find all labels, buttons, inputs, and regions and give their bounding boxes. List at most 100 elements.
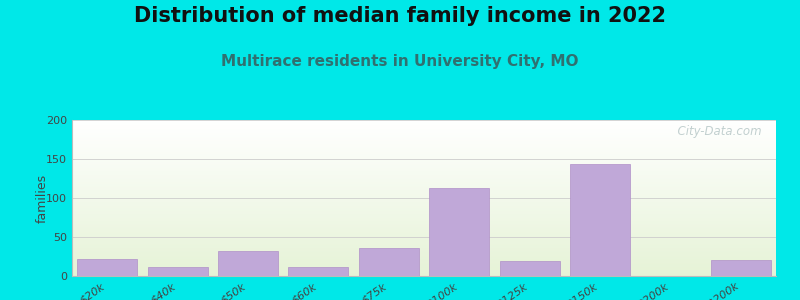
Bar bbox=[72, 148, 776, 149]
Bar bbox=[78, 259, 137, 276]
Bar bbox=[72, 267, 776, 268]
Bar bbox=[72, 238, 776, 239]
Bar bbox=[72, 122, 776, 123]
Bar bbox=[72, 152, 776, 153]
Bar bbox=[72, 146, 776, 147]
Bar bbox=[72, 126, 776, 127]
Bar bbox=[72, 127, 776, 128]
Bar bbox=[72, 213, 776, 214]
Bar bbox=[72, 214, 776, 215]
Bar bbox=[72, 248, 776, 249]
Bar bbox=[72, 210, 776, 211]
Bar bbox=[72, 175, 776, 176]
Bar bbox=[72, 144, 776, 145]
Bar bbox=[72, 160, 776, 161]
Bar bbox=[72, 274, 776, 275]
Bar bbox=[218, 251, 278, 276]
Bar bbox=[72, 228, 776, 229]
Bar bbox=[72, 250, 776, 251]
Bar bbox=[72, 204, 776, 205]
Bar bbox=[72, 240, 776, 241]
Bar bbox=[359, 248, 418, 276]
Bar bbox=[72, 255, 776, 256]
Bar bbox=[72, 226, 776, 227]
Bar bbox=[72, 224, 776, 225]
Bar bbox=[72, 187, 776, 188]
Bar bbox=[72, 136, 776, 137]
Bar bbox=[72, 233, 776, 234]
Bar bbox=[72, 171, 776, 172]
Bar bbox=[72, 196, 776, 197]
Bar bbox=[72, 198, 776, 199]
Bar bbox=[72, 236, 776, 237]
Bar bbox=[72, 177, 776, 178]
Bar bbox=[72, 189, 776, 190]
Bar bbox=[72, 239, 776, 240]
Bar bbox=[72, 266, 776, 267]
Bar bbox=[72, 141, 776, 142]
Bar bbox=[72, 215, 776, 216]
Bar bbox=[72, 207, 776, 208]
Bar bbox=[72, 218, 776, 219]
Bar bbox=[72, 153, 776, 154]
Bar bbox=[72, 181, 776, 182]
Bar bbox=[72, 190, 776, 191]
Bar bbox=[72, 128, 776, 129]
Bar bbox=[72, 194, 776, 195]
Bar bbox=[72, 219, 776, 220]
Bar bbox=[72, 234, 776, 235]
Bar bbox=[711, 260, 770, 276]
Bar bbox=[72, 265, 776, 266]
Bar bbox=[500, 261, 559, 276]
Bar bbox=[72, 258, 776, 259]
Bar bbox=[289, 267, 348, 276]
Bar bbox=[72, 225, 776, 226]
Bar bbox=[72, 232, 776, 233]
Bar bbox=[72, 260, 776, 261]
Bar bbox=[72, 259, 776, 260]
Bar bbox=[72, 158, 776, 159]
Bar bbox=[72, 151, 776, 152]
Bar bbox=[72, 211, 776, 212]
Bar bbox=[72, 222, 776, 223]
Bar bbox=[72, 165, 776, 166]
Bar bbox=[72, 164, 776, 165]
Bar bbox=[148, 267, 207, 276]
Bar bbox=[72, 273, 776, 274]
Bar bbox=[72, 162, 776, 163]
Bar bbox=[72, 150, 776, 151]
Bar bbox=[72, 263, 776, 264]
Bar bbox=[72, 261, 776, 262]
Bar bbox=[72, 140, 776, 141]
Bar bbox=[72, 253, 776, 254]
Bar bbox=[72, 169, 776, 170]
Bar bbox=[72, 244, 776, 245]
Bar bbox=[72, 156, 776, 157]
Bar bbox=[72, 249, 776, 250]
Bar bbox=[72, 186, 776, 187]
Bar bbox=[72, 178, 776, 179]
Bar bbox=[72, 242, 776, 243]
Bar bbox=[72, 220, 776, 221]
Bar bbox=[72, 143, 776, 144]
Bar bbox=[72, 206, 776, 207]
Bar bbox=[72, 157, 776, 158]
Bar bbox=[72, 131, 776, 132]
Bar bbox=[72, 252, 776, 253]
Bar bbox=[72, 243, 776, 244]
Bar bbox=[72, 139, 776, 140]
Bar bbox=[430, 188, 489, 276]
Bar bbox=[72, 155, 776, 156]
Bar bbox=[72, 257, 776, 258]
Bar bbox=[72, 167, 776, 168]
Bar bbox=[72, 185, 776, 186]
Bar bbox=[72, 247, 776, 248]
Bar bbox=[72, 237, 776, 238]
Bar bbox=[72, 191, 776, 192]
Bar bbox=[72, 137, 776, 138]
Bar bbox=[72, 241, 776, 242]
Bar bbox=[72, 123, 776, 124]
Bar bbox=[72, 256, 776, 257]
Bar bbox=[72, 173, 776, 174]
Bar bbox=[72, 120, 776, 121]
